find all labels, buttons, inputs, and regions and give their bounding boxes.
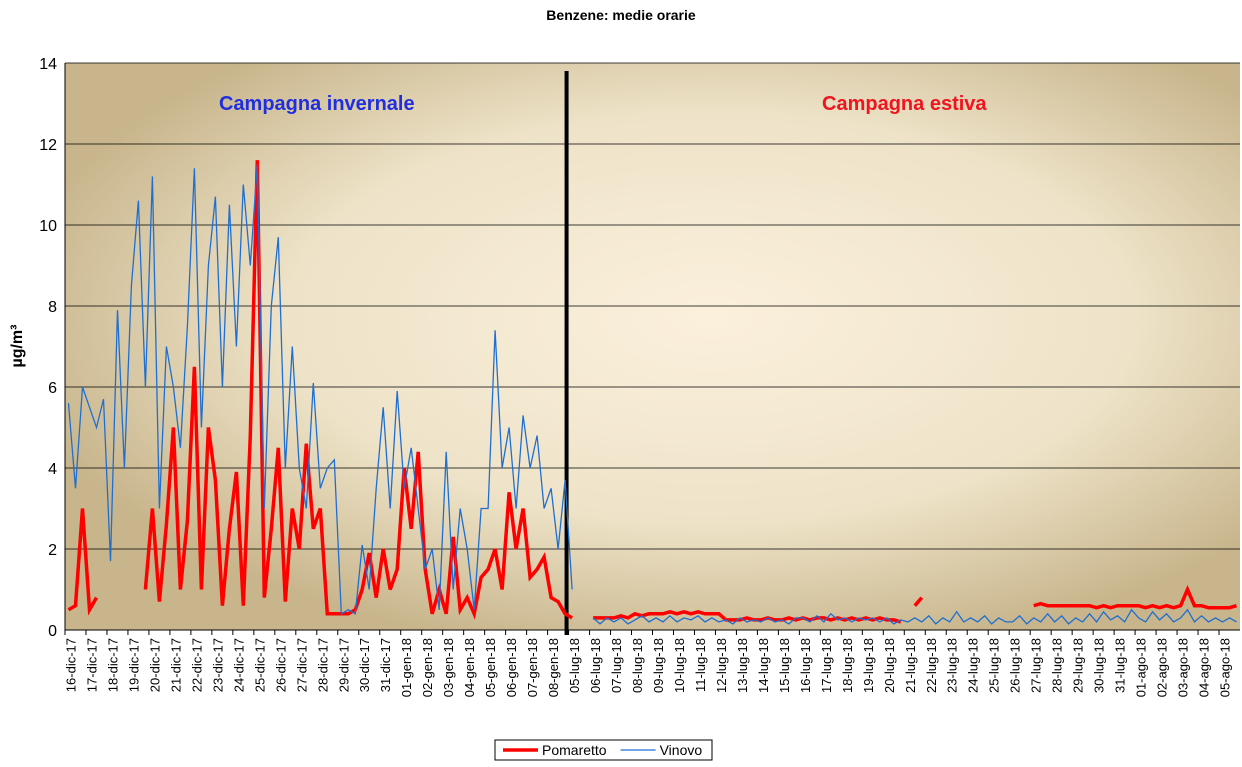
x-tick-label: 07-gen-18: [525, 638, 540, 697]
x-tick-label: 29-dic-17: [336, 638, 351, 692]
x-tick-label: 18-lug-18: [840, 638, 855, 693]
x-tick-label: 05-gen-18: [483, 638, 498, 697]
x-tick-label: 05-lug-18: [567, 638, 582, 693]
x-tick-label: 25-lug-18: [987, 638, 1002, 693]
x-tick-label: 10-lug-18: [672, 638, 687, 693]
x-tick-label: 08-gen-18: [546, 638, 561, 697]
annotation: Campagna estiva: [822, 93, 987, 115]
y-tick-label: 2: [48, 542, 57, 559]
y-tick-label: 8: [48, 299, 57, 316]
series-line: [143, 160, 573, 620]
series-line: [913, 596, 924, 607]
series-line: [67, 508, 99, 616]
x-tick-label: 12-lug-18: [714, 638, 729, 693]
x-tick-label: 18-dic-17: [105, 638, 120, 692]
series-line: [593, 609, 902, 624]
x-tick-label: 26-lug-18: [1008, 638, 1023, 693]
x-tick-label: 02-gen-18: [420, 638, 435, 697]
x-tick-label: 23-lug-18: [945, 638, 960, 693]
x-tick-label: 29-lug-18: [1071, 638, 1086, 693]
series-line: [592, 608, 1237, 625]
x-tick-label: 28-dic-17: [315, 638, 330, 692]
x-tick-label: 02-ago-18: [1155, 638, 1170, 697]
x-tick-label: 06-lug-18: [588, 638, 603, 693]
x-tick-label: 22-dic-17: [189, 638, 204, 692]
x-tick-label: 11-lug-18: [693, 638, 708, 692]
x-tick-label: 04-ago-18: [1197, 638, 1212, 697]
x-tick-label: 31-dic-17: [378, 638, 393, 692]
y-tick-label: 12: [39, 137, 57, 154]
x-tick-label: 13-lug-18: [735, 638, 750, 693]
y-tick-label: 6: [48, 380, 57, 397]
x-tick-label: 21-lug-18: [903, 638, 918, 693]
y-tick-label: 4: [48, 461, 57, 478]
x-tick-label: 24-dic-17: [231, 638, 246, 692]
x-tick-label: 30-lug-18: [1092, 638, 1107, 693]
x-tick-label: 20-dic-17: [147, 638, 162, 692]
x-tick-label: 27-dic-17: [294, 638, 309, 692]
x-tick-label: 14-lug-18: [756, 638, 771, 693]
x-tick-label: 25-dic-17: [252, 638, 267, 692]
x-tick-label: 20-lug-18: [882, 638, 897, 693]
y-tick-label: 14: [39, 56, 57, 73]
x-tick-label: 24-lug-18: [966, 638, 981, 693]
annotation: Campagna invernale: [219, 93, 415, 115]
x-tick-label: 03-ago-18: [1176, 638, 1191, 697]
x-tick-label: 22-lug-18: [924, 638, 939, 693]
y-tick-label: 0: [48, 623, 57, 640]
legend-label: Pomaretto: [542, 742, 607, 758]
x-tick-label: 09-lug-18: [651, 638, 666, 693]
x-tick-label: 16-dic-17: [63, 638, 78, 692]
x-tick-label: 19-dic-17: [126, 638, 141, 692]
x-tick-label: 08-lug-18: [630, 638, 645, 693]
legend-label: Vinovo: [660, 742, 703, 758]
x-tick-label: 03-gen-18: [441, 638, 456, 697]
x-tick-label: 16-lug-18: [798, 638, 813, 693]
x-tick-label: 01-gen-18: [399, 638, 414, 697]
x-tick-label: 17-dic-17: [84, 638, 99, 692]
x-tick-label: 07-lug-18: [609, 638, 624, 693]
chart-title: Benzene: medie orarie: [546, 7, 696, 23]
x-tick-label: 04-gen-18: [462, 638, 477, 697]
x-tick-label: 23-dic-17: [210, 638, 225, 692]
x-tick-label: 31-lug-18: [1113, 638, 1128, 693]
x-tick-label: 17-lug-18: [819, 638, 834, 693]
x-tick-label: 06-gen-18: [504, 638, 519, 697]
x-tick-label: 05-ago-18: [1218, 638, 1233, 697]
y-axis-label: µg/m³: [9, 325, 26, 368]
x-tick-label: 26-dic-17: [273, 638, 288, 692]
x-tick-label: 19-lug-18: [861, 638, 876, 693]
x-tick-label: 30-dic-17: [357, 638, 372, 692]
series-line: [1033, 585, 1237, 610]
y-tick-label: 10: [39, 218, 57, 235]
series-line: [67, 164, 573, 615]
x-tick-label: 21-dic-17: [168, 638, 183, 692]
legend-box: [494, 739, 713, 761]
x-tick-label: 28-lug-18: [1050, 638, 1065, 693]
x-tick-label: 15-lug-18: [777, 638, 792, 693]
x-tick-label: 27-lug-18: [1029, 638, 1044, 693]
x-tick-label: 01-ago-18: [1134, 638, 1149, 697]
